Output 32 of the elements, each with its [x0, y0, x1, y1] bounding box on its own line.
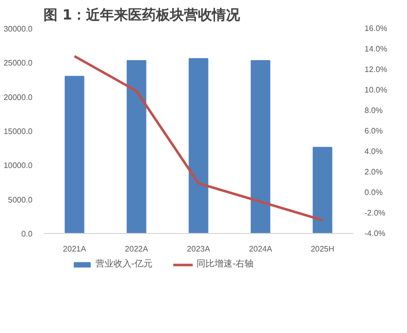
y-tick-label: 30000.0 [4, 24, 34, 34]
y2-tick-label: 16.0% [364, 24, 388, 33]
chart-title: 图 1：近年来医药板块营收情况 [44, 6, 242, 24]
bar [64, 76, 84, 234]
x-tick-label: 2021A [62, 244, 87, 254]
y-tick-label: 15000.0 [4, 127, 34, 136]
legend-label: 同比增速-右轴 [196, 258, 254, 270]
y-tick-label: 20000.0 [4, 92, 34, 102]
x-tick-label: 2023A [186, 244, 211, 254]
y-tick-label: 10000.0 [4, 161, 34, 170]
y-tick-label: 0.0 [21, 230, 34, 238]
bar [188, 58, 208, 234]
y2-tick-label: 2.0% [364, 168, 383, 176]
x-tick-label: 2022A [124, 244, 149, 254]
legend-label: 营业收入-亿元 [95, 258, 152, 270]
y2-tick-label: 14.0% [364, 44, 388, 54]
y-tick-label: 25000.0 [4, 58, 34, 68]
y2-tick-label: 6.0% [364, 126, 383, 136]
bar [312, 146, 332, 234]
line-series [73, 54, 324, 222]
x-tick-label: 2025H [310, 244, 335, 254]
y2-tick-label: 12.0% [364, 65, 388, 74]
y2-tick-label: 4.0% [364, 147, 383, 156]
y2-tick-label: -4.0% [364, 229, 386, 238]
y2-tick-label: 8.0% [364, 106, 383, 115]
y2-tick-label: 0.0% [364, 188, 383, 197]
y2-tick-label: 10.0% [364, 86, 388, 94]
bar [126, 60, 146, 234]
y-tick-label: 5000.0 [8, 195, 34, 204]
x-tick-label: 2024A [248, 244, 273, 254]
bar [250, 60, 270, 234]
y2-tick-label: -2.0% [364, 208, 386, 218]
